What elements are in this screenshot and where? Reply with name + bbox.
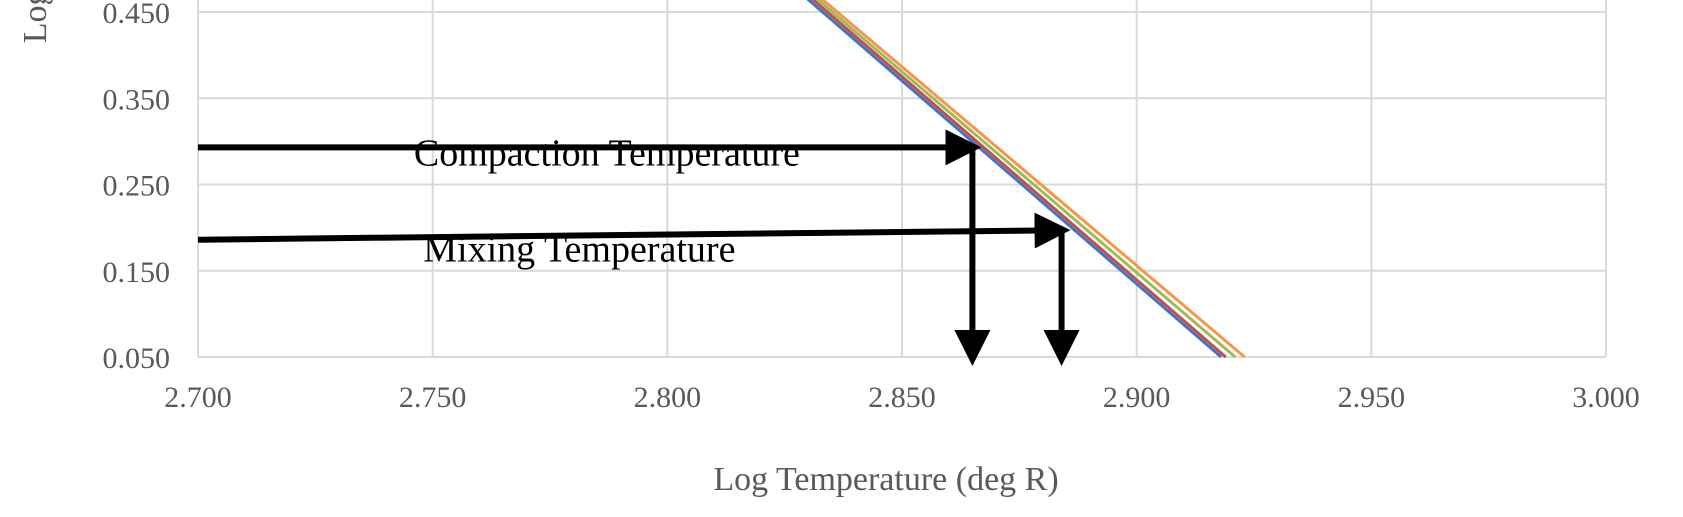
annotation-label: Compaction Temperature — [414, 133, 800, 175]
y-tick-label: 0.450 — [103, 0, 171, 30]
series-line-1 — [806, 0, 1223, 359]
series-line-3 — [815, 0, 1237, 359]
series-line-4 — [820, 0, 1246, 359]
x-tick-label: 3.000 — [1572, 381, 1640, 414]
series-line-2 — [811, 0, 1227, 359]
y-tick-label: 0.350 — [103, 83, 171, 116]
x-tick-label: 2.700 — [164, 381, 232, 414]
x-tick-label: 2.900 — [1103, 381, 1171, 414]
y-axis-title: Log I — [17, 0, 54, 43]
x-tick-label: 2.950 — [1338, 381, 1406, 414]
y-tick-label: 0.050 — [103, 342, 171, 375]
mixing-horizontal-arrow — [197, 212, 1071, 249]
annotation-label: Mixing Temperature — [423, 228, 735, 270]
x-axis-title: Log Temperature (deg R) — [713, 461, 1058, 498]
arrows — [197, 129, 1080, 366]
y-tick-label: 0.250 — [103, 170, 171, 203]
x-tick-labels: 2.700 2.750 2.800 2.850 2.900 2.950 3.000 — [164, 381, 1640, 414]
plot-area — [806, 0, 1246, 359]
x-tick-label: 2.800 — [634, 381, 702, 414]
gridlines — [197, 0, 1607, 358]
x-tick-label: 2.850 — [868, 381, 936, 414]
x-tick-label: 2.750 — [399, 381, 467, 414]
y-tick-labels: 0.050 0.150 0.250 0.350 0.450 — [103, 0, 171, 375]
annotations: Compaction Temperature Mixing Temperature — [414, 133, 800, 271]
y-tick-label: 0.150 — [103, 256, 171, 289]
